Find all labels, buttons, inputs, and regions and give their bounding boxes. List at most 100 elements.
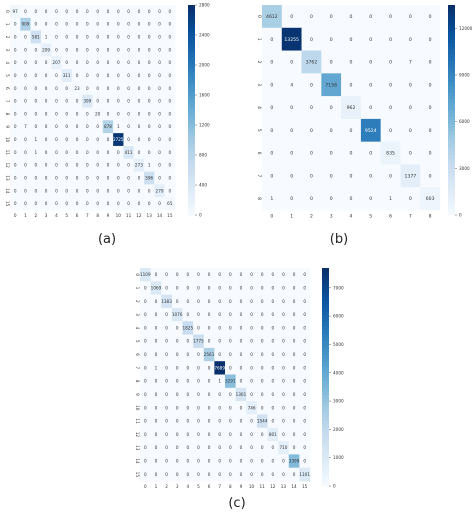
- cell-value: 0: [218, 339, 221, 344]
- cell-value: 0: [158, 201, 161, 206]
- colorbar-segment: [188, 40, 195, 44]
- heatmap-cell: [113, 145, 124, 160]
- heatmap-cell: [161, 414, 173, 429]
- heatmap-cell: [51, 184, 62, 198]
- cell-value: 0: [208, 392, 211, 397]
- heatmap-cell: [113, 120, 124, 134]
- heatmap-cell: [171, 334, 183, 349]
- colorbar-segment: [188, 85, 195, 90]
- colorbar-segment: [188, 75, 195, 79]
- heatmap-cell: [281, 50, 302, 74]
- heatmap-cell: [71, 171, 83, 185]
- heatmap-cell: [20, 69, 31, 83]
- x-tick-label: 1: [290, 214, 293, 220]
- heatmap-cell: [154, 30, 165, 44]
- colorbar-segment: [448, 211, 455, 216]
- heatmap-cell: [71, 120, 83, 134]
- cell-value: 0: [169, 35, 172, 40]
- heatmap-cell: [133, 69, 145, 83]
- cell-value: 0: [218, 299, 221, 304]
- cell-value: 0: [250, 379, 253, 384]
- cell-value: 0: [55, 35, 58, 40]
- heatmap-cell: [321, 5, 342, 29]
- heatmap-cell: [262, 5, 283, 29]
- heatmap-cell: [40, 158, 52, 172]
- colorbar-segment: [448, 43, 455, 48]
- cell-value: 0: [197, 445, 200, 450]
- heatmap-cell: [299, 347, 311, 362]
- cell-value: 0: [169, 73, 172, 78]
- cell-value: 0: [96, 99, 99, 104]
- heatmap-cell: [321, 118, 342, 142]
- heatmap-cell: [71, 197, 83, 211]
- heatmap-cell: [171, 467, 183, 482]
- colorbar-segment: [322, 406, 329, 411]
- heatmap-cell: [380, 27, 401, 51]
- heatmap-cell: [30, 145, 42, 160]
- heatmap-cell: [102, 69, 114, 83]
- heatmap-cell: [30, 81, 42, 95]
- cell-value: 0: [176, 405, 179, 410]
- cell-value: 0: [261, 459, 264, 464]
- cell-value: 0: [138, 175, 141, 180]
- y-tick-label: 5: [256, 129, 262, 132]
- cell-value: 0: [138, 35, 141, 40]
- cell-value: 0: [330, 173, 333, 179]
- heatmap-cell: [10, 17, 21, 31]
- cell-value: 0: [138, 111, 141, 116]
- heatmap-cell: [225, 361, 236, 375]
- heatmap-cell: [380, 164, 401, 188]
- cell-value: 209: [42, 47, 50, 52]
- cell-value: 0: [208, 272, 211, 277]
- cell-value: 0: [186, 352, 189, 357]
- heatmap-cell: [40, 5, 52, 19]
- heatmap-cell: [214, 321, 226, 335]
- cell-value: 0: [330, 151, 333, 157]
- y-tick-label: 9: [5, 125, 10, 128]
- colorbar-segment: [188, 162, 195, 167]
- cell-value: 0: [55, 73, 58, 78]
- heatmap-cell: [299, 307, 311, 322]
- cell-value: 0: [350, 196, 353, 202]
- heatmap-cell: [400, 187, 421, 211]
- cell-value: 279: [156, 188, 164, 193]
- cell-value: 0: [369, 60, 372, 66]
- heatmap-cell: [113, 43, 124, 57]
- heatmap-cell: [133, 17, 145, 31]
- heatmap-cell: [341, 5, 362, 29]
- heatmap-cell: [380, 141, 401, 165]
- colorbar-segment: [322, 362, 329, 367]
- heatmap-cell: [10, 5, 21, 19]
- y-tick-label: 5: [135, 340, 140, 343]
- cell-value: 0: [197, 272, 200, 277]
- cell-value: 0: [271, 339, 274, 344]
- colorbar-segment: [188, 166, 195, 170]
- colorbar-segment: [322, 286, 329, 291]
- cell-value: 0: [303, 405, 306, 410]
- cell-value: 0: [303, 272, 306, 277]
- heatmap-cell: [20, 197, 31, 211]
- heatmap-cell: [299, 294, 311, 309]
- cell-value: 0: [148, 9, 151, 14]
- heatmap-cell: [10, 184, 21, 198]
- cell-value: 0: [144, 472, 147, 477]
- heatmap-cell: [40, 69, 52, 83]
- colorbar-tick-label: 6000: [459, 119, 470, 124]
- cell-value: 0: [55, 124, 58, 129]
- cell-value: 0: [65, 86, 68, 91]
- cell-value: 0: [24, 99, 27, 104]
- heatmap-cell: [225, 414, 236, 429]
- heatmap-cell: [246, 387, 258, 402]
- x-tick-label: 12: [270, 484, 276, 489]
- colorbar-segment: [322, 373, 329, 378]
- heatmap-cell: [123, 5, 135, 19]
- cell-value: 0: [290, 60, 293, 66]
- heatmap-cell: [288, 321, 300, 335]
- cell-value: 0: [86, 22, 89, 27]
- cell-value: 0: [176, 445, 179, 450]
- cell-value: 0: [282, 365, 285, 370]
- cell-value: 0: [117, 188, 120, 193]
- cell-value: 0: [261, 432, 264, 437]
- cell-value: 0: [208, 365, 211, 370]
- heatmap-cell: [164, 5, 176, 19]
